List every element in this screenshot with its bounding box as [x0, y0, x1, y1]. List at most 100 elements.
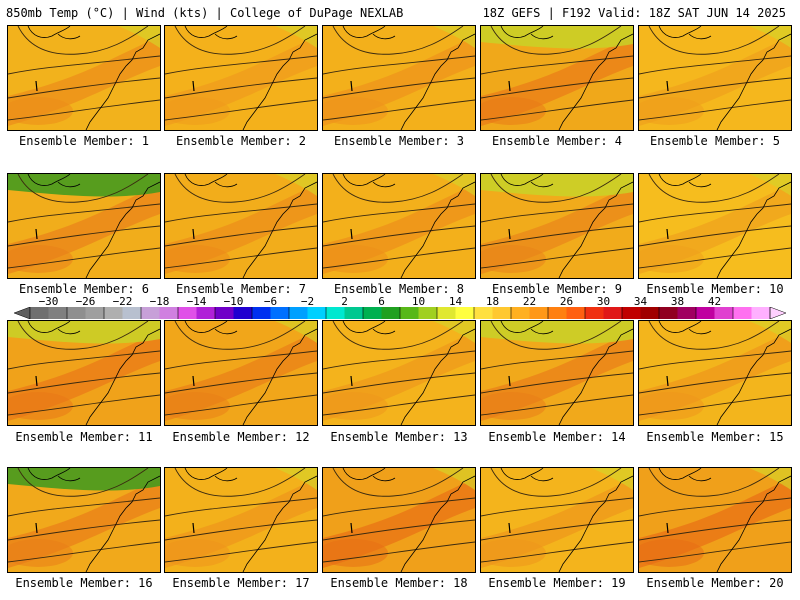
ensemble-member-caption: Ensemble Member: 15: [646, 430, 784, 444]
height-contour: [648, 321, 780, 350]
lake-outline: [500, 26, 554, 40]
coastline: [558, 475, 633, 572]
colorbar-segment: [196, 307, 216, 319]
ensemble-map-panel: [164, 25, 318, 131]
temperature-field-map: [323, 468, 475, 572]
ensemble-map-panel: [7, 320, 161, 426]
height-contour: [481, 519, 633, 541]
ensemble-map-panel: [322, 467, 476, 573]
colorbar-segment: [215, 307, 234, 319]
cool-region: [749, 321, 791, 343]
height-contour: [481, 372, 633, 394]
coastline: [242, 328, 317, 425]
coastline: [558, 181, 633, 278]
temperature-field-map: [165, 321, 317, 425]
temperature-field-map: [165, 174, 317, 278]
ensemble-member-caption: Ensemble Member: 3: [333, 134, 465, 148]
height-contour: [17, 321, 149, 350]
ensemble-member-caption: Ensemble Member: 19: [488, 576, 626, 590]
colorbar-segment: [104, 307, 123, 319]
colorbar-segment: [511, 307, 530, 319]
height-contour: [165, 372, 317, 394]
height-contour: [639, 497, 791, 517]
cool-region: [275, 321, 317, 343]
ensemble-member-caption: Ensemble Member: 5: [649, 134, 781, 148]
ensemble-map-panel: [638, 467, 792, 573]
height-contour: [323, 394, 475, 416]
colorbar-segment: [437, 307, 456, 319]
height-contour: [17, 174, 149, 203]
wind-barb: [508, 80, 511, 92]
height-contour: [323, 247, 475, 269]
temperature-field-map: [481, 26, 633, 130]
height-contour: [174, 174, 306, 203]
temperature-field-map: [639, 468, 791, 572]
height-contour: [8, 541, 160, 563]
height-contour: [165, 77, 317, 99]
height-contour: [648, 468, 780, 497]
ensemble-map-panel: [638, 320, 792, 426]
height-contour: [481, 99, 633, 121]
colorbar-segment: [640, 307, 660, 319]
temperature-field-map: [8, 321, 160, 425]
colorbar-tick-label: 2: [341, 295, 348, 308]
colorbar-segment: [677, 307, 697, 319]
colorbar-segment: [474, 307, 493, 319]
wind-barb: [192, 375, 195, 387]
height-contour: [8, 99, 160, 121]
wind-barb: [35, 522, 38, 534]
colorbar-tick-label: −18: [149, 295, 170, 308]
colorbar-segment: [307, 307, 327, 319]
wind-barb: [35, 80, 38, 92]
coastline: [85, 475, 160, 572]
colorbar-segment: [696, 307, 715, 319]
height-contour: [481, 247, 633, 269]
height-contour: [648, 174, 780, 203]
lake-outline: [658, 26, 712, 40]
height-contour: [8, 497, 160, 517]
height-contour: [481, 497, 633, 517]
height-contour: [165, 203, 317, 223]
colorbar-segment: [585, 307, 604, 319]
lake-outline: [500, 321, 554, 335]
ensemble-member-caption: Ensemble Member: 4: [491, 134, 623, 148]
temperature-field-map: [8, 26, 160, 130]
ensemble-map-panel: [322, 25, 476, 131]
lake-outline: [27, 26, 81, 40]
colorbar-segment: [122, 307, 142, 319]
colorbar-tick-label: 22: [522, 295, 537, 308]
height-contour: [323, 497, 475, 517]
height-contour: [8, 247, 160, 269]
colorbar-segment: [48, 307, 68, 319]
height-contour: [174, 321, 306, 350]
ensemble-member-caption: Ensemble Member: 16: [15, 576, 153, 590]
coastline: [242, 475, 317, 572]
temperature-field-map: [165, 26, 317, 130]
colorbar-tick-label: −14: [186, 295, 207, 308]
lake-outline: [27, 174, 81, 188]
wind-barb: [350, 522, 353, 534]
height-contour: [17, 26, 149, 55]
wind-barb: [666, 375, 669, 387]
cool-region: [275, 174, 317, 196]
colorbar-segment: [30, 307, 49, 319]
cool-region: [749, 174, 791, 196]
coastline: [400, 475, 475, 572]
ensemble-map-panel: [638, 173, 792, 279]
lake-outline: [184, 468, 238, 482]
height-contour: [8, 394, 160, 416]
height-contour: [481, 350, 633, 370]
cool-region: [8, 174, 160, 197]
wind-barb: [350, 375, 353, 387]
lake-outline: [27, 468, 81, 482]
ensemble-member-caption: Ensemble Member: 7: [175, 282, 307, 296]
temperature-field-map: [8, 468, 160, 572]
wind-barb: [666, 80, 669, 92]
ensemble-member-caption: Ensemble Member: 10: [646, 282, 784, 296]
colorbar-segment: [418, 307, 438, 319]
height-contour: [490, 26, 622, 55]
height-contour: [639, 203, 791, 223]
coastline: [85, 328, 160, 425]
cool-region: [481, 26, 633, 49]
colorbar-segment: [455, 307, 475, 319]
